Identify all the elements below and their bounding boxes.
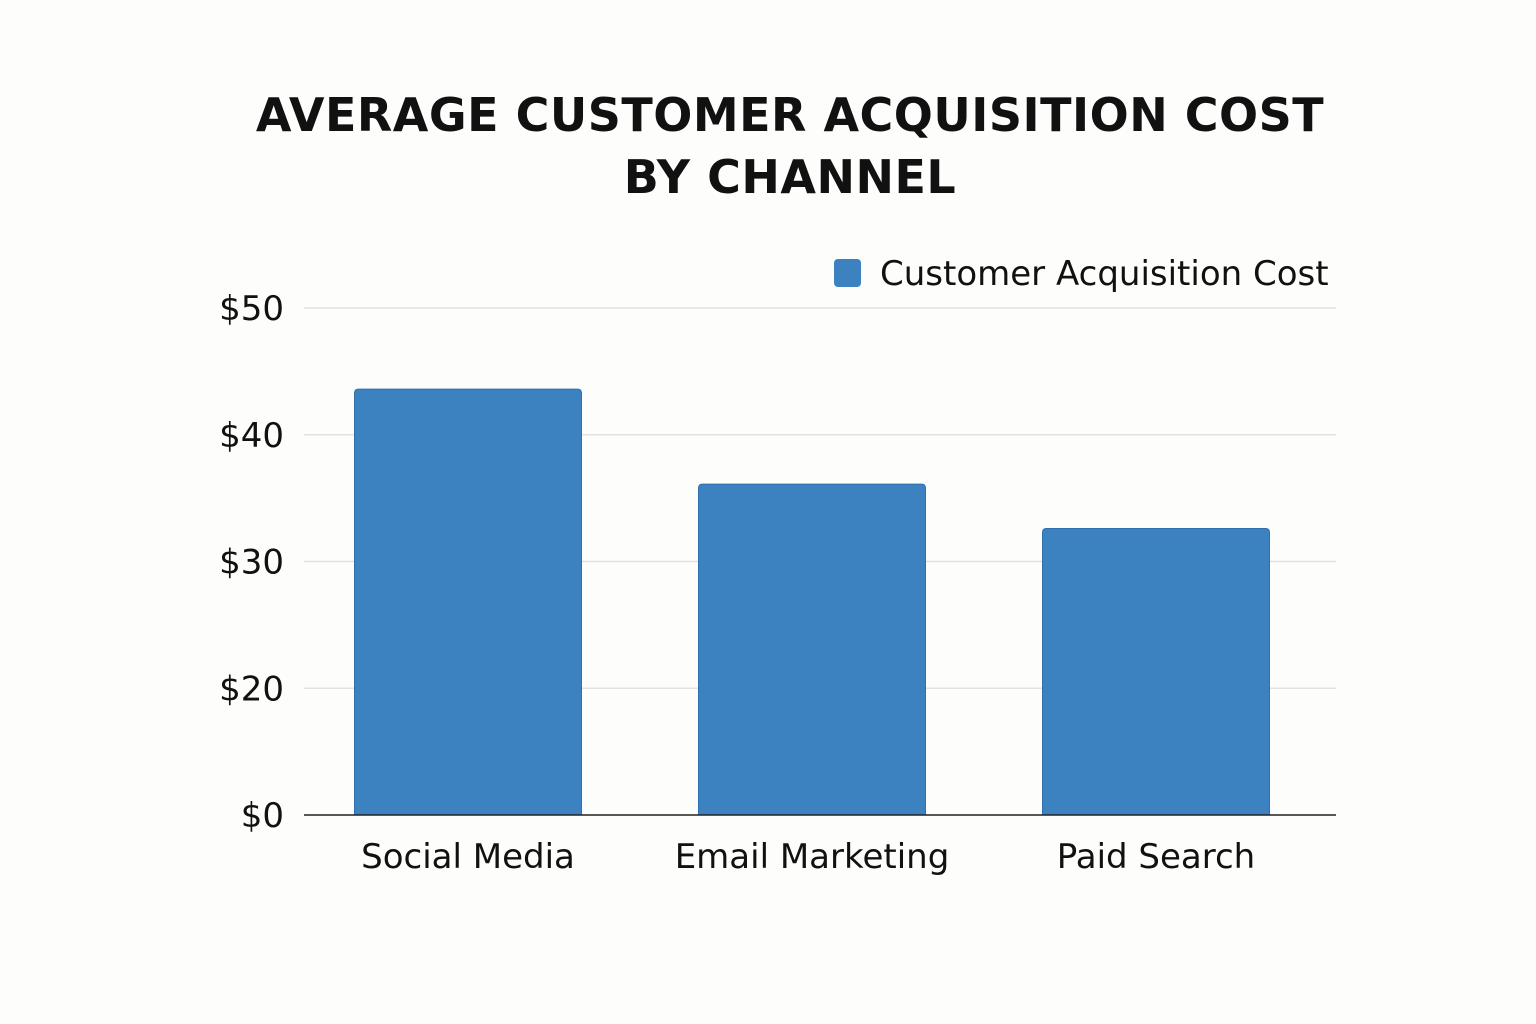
x-tick-label: Paid Search xyxy=(1057,837,1255,877)
bar xyxy=(354,388,582,816)
chart-title: AVERAGE CUSTOMER ACQUISITION COST BY CHA… xyxy=(255,88,1325,204)
x-tick-label: Email Marketing xyxy=(675,837,950,877)
x-tick-label: Social Media xyxy=(361,837,575,877)
bar xyxy=(1042,528,1270,816)
legend-swatch xyxy=(834,259,861,287)
bar xyxy=(698,483,926,816)
legend-label: Customer Acquisition Cost xyxy=(880,254,1329,294)
y-tick-label: $30 xyxy=(219,543,284,583)
y-tick-label: $20 xyxy=(219,669,284,709)
y-tick-label: $50 xyxy=(219,289,284,329)
y-tick-label: $40 xyxy=(219,416,284,456)
y-tick-label: $0 xyxy=(241,796,284,836)
